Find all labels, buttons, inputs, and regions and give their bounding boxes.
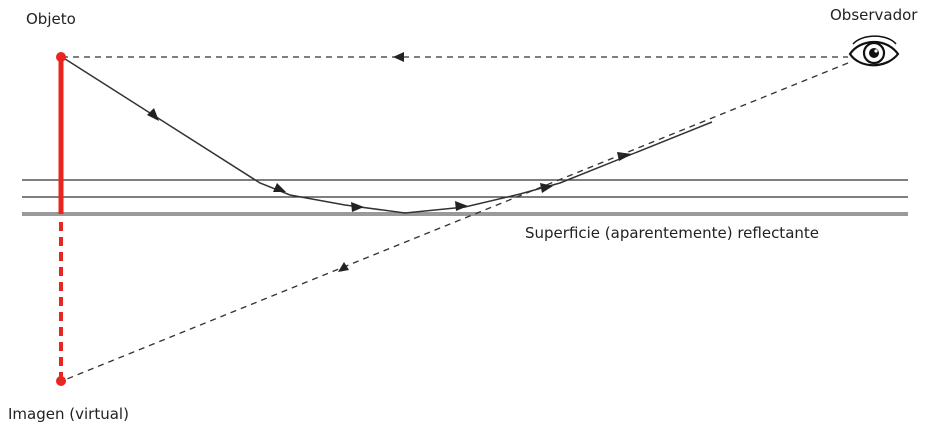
- ray-arrowhead-3: [351, 202, 364, 212]
- virtual-image-point: [56, 376, 66, 386]
- apparent-sight-arrowhead: [338, 262, 349, 272]
- ray-arrowhead-1: [147, 108, 159, 121]
- direct-sight-arrowhead: [393, 52, 404, 62]
- ray-arrowhead-2: [273, 183, 286, 192]
- eye-icon: [848, 35, 900, 67]
- surface-label: Superficie (aparentemente) reflectante: [525, 224, 820, 242]
- virtual-image-label: Imagen (virtual): [8, 405, 129, 423]
- ray-arrowhead-5: [540, 183, 553, 193]
- refracted-light-ray: [61, 56, 713, 214]
- ray-arrowhead-4: [455, 201, 468, 211]
- apparent-sight-dashed-line: [61, 62, 849, 382]
- object-top-point: [56, 52, 66, 62]
- object-label: Objeto: [26, 10, 76, 28]
- observer-label: Observador: [830, 6, 918, 24]
- ray-arrowhead-6: [617, 152, 632, 161]
